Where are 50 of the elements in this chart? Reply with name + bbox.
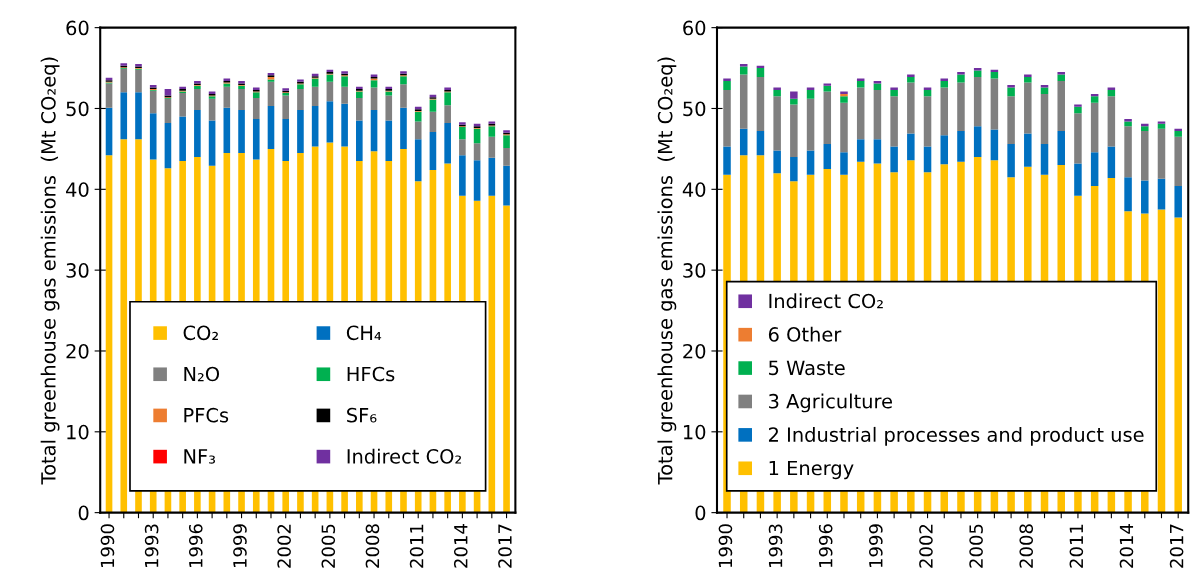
y-tick-label: 40 bbox=[682, 182, 706, 197]
x-tick-label: 1999 bbox=[868, 524, 883, 568]
x-tick-label: 2005 bbox=[969, 524, 983, 568]
x-tick-label: 2008 bbox=[1019, 524, 1034, 568]
legend-label: Indirect CO₂ bbox=[347, 448, 462, 464]
x-tick-label: 1993 bbox=[768, 524, 783, 568]
y-axis-title: Total greenhouse gas emissions (Mt CO₂eq) bbox=[40, 57, 60, 485]
x-tick-label: 1990 bbox=[100, 524, 115, 568]
x-tick-label: 2002 bbox=[919, 524, 933, 568]
y-tick-label: 40 bbox=[66, 182, 89, 197]
x-tick-label: 1999 bbox=[233, 524, 247, 568]
x-tick-label: 1990 bbox=[718, 524, 733, 568]
legend-label: 3 Agriculture bbox=[769, 393, 892, 413]
x-tick-label: 2014 bbox=[1119, 524, 1134, 568]
legend-label: HFCs bbox=[347, 366, 395, 382]
x-tick-label: 2002 bbox=[277, 524, 291, 568]
y-tick-label: 20 bbox=[66, 343, 89, 359]
y-tick-label: 50 bbox=[683, 101, 706, 117]
x-tick-label: 2008 bbox=[365, 524, 380, 568]
y-tick-label: 30 bbox=[683, 263, 706, 278]
legend-label: 5 Waste bbox=[769, 360, 845, 376]
x-tick-label: 2005 bbox=[321, 524, 336, 568]
legend-label: 1 Energy bbox=[769, 460, 854, 480]
y-axis-title: Total greenhouse gas emissions (Mt CO₂eq) bbox=[657, 57, 677, 485]
y-tick-label: 60 bbox=[66, 20, 89, 36]
x-tick-label: 2017 bbox=[1169, 524, 1184, 568]
y-tick-label: 30 bbox=[66, 263, 89, 278]
y-tick-label: 10 bbox=[683, 424, 706, 440]
y-tick-label: 10 bbox=[67, 424, 89, 440]
legend-label: PFCs bbox=[184, 407, 229, 423]
x-tick-label: 2017 bbox=[498, 524, 512, 568]
legend-label: CH₄ bbox=[346, 325, 382, 341]
y-tick-label: 0 bbox=[78, 505, 89, 521]
y-tick-label: 20 bbox=[683, 343, 706, 359]
legend-label: Indirect CO₂ bbox=[769, 293, 883, 309]
legend-label: NF₃ bbox=[184, 449, 216, 464]
legend-label: 2 Industrial processes and product use bbox=[768, 426, 1144, 446]
x-tick-label: 1996 bbox=[818, 524, 833, 568]
x-tick-label: 2011 bbox=[1069, 524, 1084, 568]
x-tick-label: 1996 bbox=[188, 524, 203, 568]
legend-label: N₂O bbox=[184, 366, 220, 382]
x-tick-label: 2011 bbox=[409, 524, 424, 568]
legend-label: 6 Other bbox=[768, 326, 842, 342]
x-tick-label: 1993 bbox=[144, 524, 159, 568]
legend-label: SF₆ bbox=[347, 407, 377, 423]
y-tick-label: 50 bbox=[66, 101, 89, 117]
y-tick-label: 0 bbox=[695, 505, 706, 521]
y-tick-label: 60 bbox=[683, 20, 706, 36]
x-tick-label: 2014 bbox=[453, 524, 468, 568]
legend-label: CO₂ bbox=[183, 325, 218, 341]
